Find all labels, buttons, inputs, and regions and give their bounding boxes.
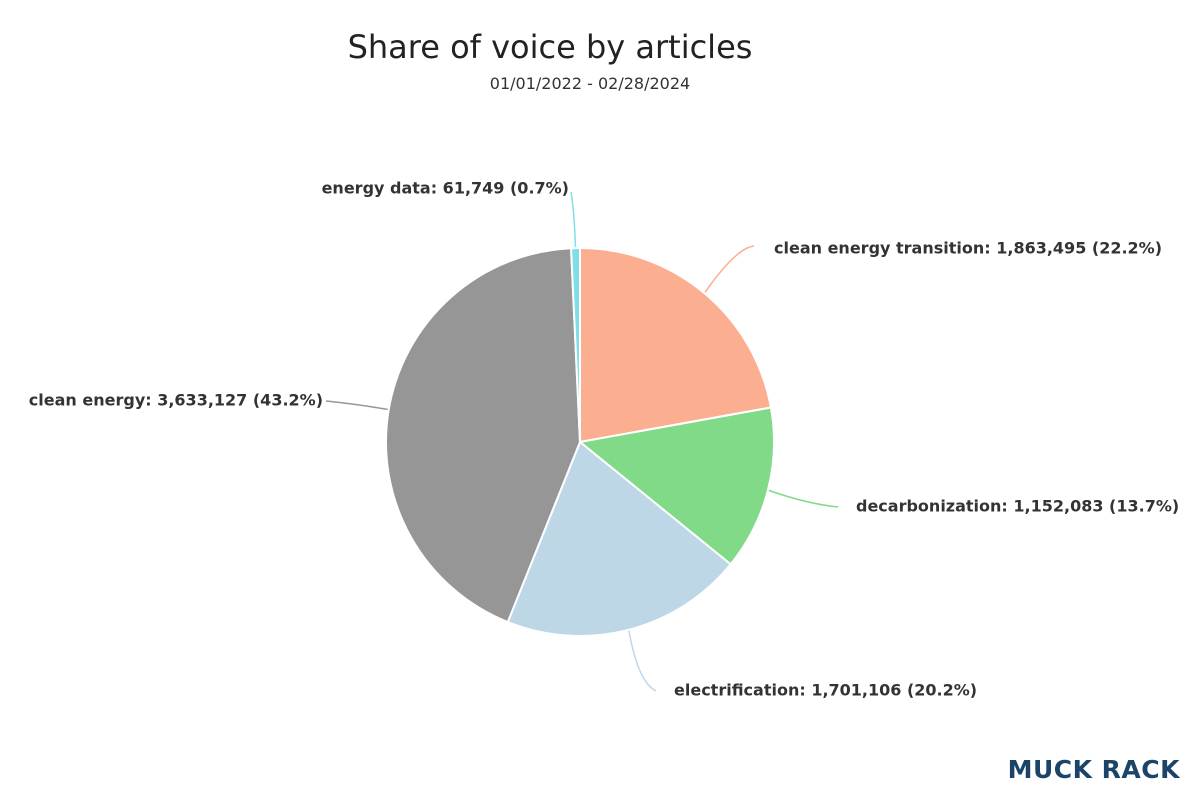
slice-label-decarbonization: decarbonization: 1,152,083 (13.7%) <box>856 497 1179 516</box>
pie-slice-clean-energy <box>385 247 581 624</box>
slice-label-energy-data: energy data: 61,749 (0.7%) <box>322 179 569 198</box>
label-connectors <box>325 191 839 692</box>
pie-slice-electrification <box>506 441 732 637</box>
slice-labels: clean energy transition: 1,863,495 (22.2… <box>29 179 1179 700</box>
connector-decarbonization <box>768 489 839 508</box>
slice-label-clean-energy-transition: clean energy transition: 1,863,495 (22.2… <box>774 239 1162 258</box>
pie-slice-decarbonization <box>579 406 775 566</box>
pie-slice-clean-energy-transition <box>579 247 772 443</box>
muck-rack-logo: MUCK RACK <box>1007 755 1180 784</box>
pie-slices <box>385 246 775 637</box>
chart-title: Share of voice by articles <box>347 28 753 66</box>
connector-energy-data <box>570 191 577 248</box>
connector-electrification <box>628 630 657 692</box>
slice-label-electrification: electrification: 1,701,106 (20.2%) <box>674 681 977 700</box>
chart-subtitle: 01/01/2022 - 02/28/2024 <box>489 74 691 93</box>
connector-clean-energy <box>325 400 388 411</box>
pie-slice-energy-data <box>570 246 581 443</box>
connector-clean-energy-transition <box>704 245 755 293</box>
slice-label-clean-energy: clean energy: 3,633,127 (43.2%) <box>29 391 323 410</box>
